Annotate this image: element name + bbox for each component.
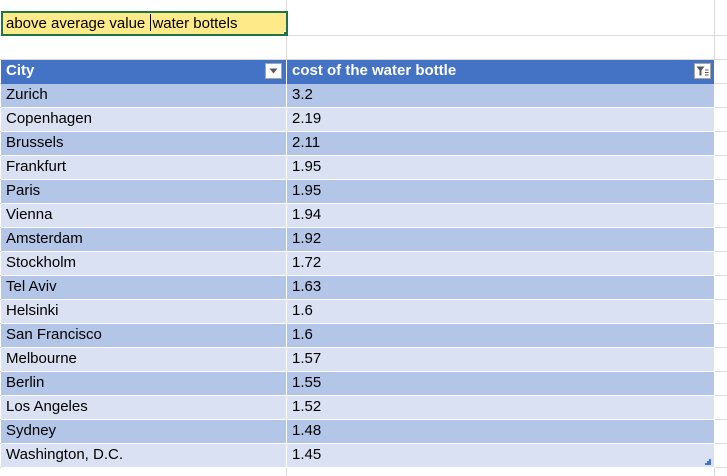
column-header-city[interactable]: City <box>1 60 287 84</box>
table-resize-handle-icon[interactable] <box>705 459 711 465</box>
table-cell-city[interactable]: Los Angeles <box>1 396 287 420</box>
table-cell-cost[interactable]: 1.57 <box>287 348 715 372</box>
table-cell-city[interactable]: Brussels <box>1 132 287 156</box>
column-header-label: City <box>6 62 35 79</box>
table-cell-cost[interactable]: 1.95 <box>287 156 715 180</box>
table-cell-city[interactable]: Paris <box>1 180 287 204</box>
table-cell-cost[interactable]: 1.6 <box>287 300 715 324</box>
table-cell-city[interactable]: Frankfurt <box>1 156 287 180</box>
table-cell-city[interactable]: Stockholm <box>1 252 287 276</box>
filter-active-icon[interactable] <box>694 63 711 79</box>
table-cell-cost[interactable]: 1.92 <box>287 228 715 252</box>
table-cell-cost[interactable]: 1.52 <box>287 396 715 420</box>
table-cell-cost[interactable]: 1.55 <box>287 372 715 396</box>
table-cell-city[interactable]: Melbourne <box>1 348 287 372</box>
fill-handle[interactable] <box>283 31 286 34</box>
table-cell-city[interactable]: Zurich <box>1 84 287 108</box>
table-cell-cost[interactable]: 1.63 <box>287 276 715 300</box>
table-cell-city[interactable]: Sydney <box>1 420 287 444</box>
table-cell-cost[interactable]: 1.95 <box>287 180 715 204</box>
table-cell-city[interactable]: Helsinki <box>1 300 287 324</box>
table-cell-cost[interactable]: 1.48 <box>287 420 715 444</box>
table-cell-cost[interactable]: 3.2 <box>287 84 715 108</box>
table-cell-cost[interactable]: 1.72 <box>287 252 715 276</box>
cell-text-part-2: water bottels <box>152 15 238 32</box>
table-cell-city[interactable]: Vienna <box>1 204 287 228</box>
table-cell-city[interactable]: San Francisco <box>1 324 287 348</box>
table-cell-cost[interactable]: 1.94 <box>287 204 715 228</box>
column-header-label: cost of the water bottle <box>292 62 457 79</box>
table-cell-cost[interactable]: 1.6 <box>287 324 715 348</box>
table-cell-city[interactable]: Tel Aviv <box>1 276 287 300</box>
table-cell-cost[interactable]: 2.19 <box>287 108 715 132</box>
table-cell-cost[interactable]: 1.45 <box>287 444 715 468</box>
text-cursor <box>150 14 152 31</box>
table-cell-city[interactable]: Amsterdam <box>1 228 287 252</box>
table-cell-city[interactable]: Copenhagen <box>1 108 287 132</box>
dropdown-arrow-icon[interactable] <box>265 63 282 79</box>
table-cell-cost[interactable]: 2.11 <box>287 132 715 156</box>
selected-cell-editing[interactable]: above average value water bottels <box>1 11 288 36</box>
cell-text-part-1: above average value <box>6 15 150 32</box>
table-cell-city[interactable]: Berlin <box>1 372 287 396</box>
table-cell-city[interactable]: Washington, D.C. <box>1 444 287 468</box>
column-header-cost[interactable]: cost of the water bottle <box>287 60 715 84</box>
